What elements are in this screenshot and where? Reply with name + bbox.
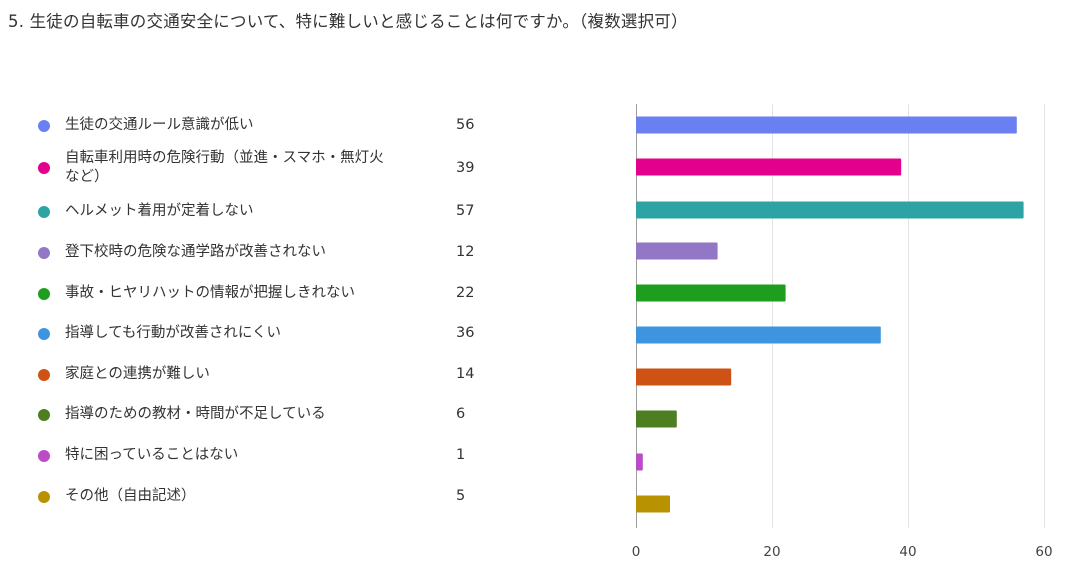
legend-item: 登下校時の危険な通学路が改善されない 12 — [38, 243, 488, 263]
bar — [636, 453, 643, 471]
legend-item: 自転車利用時の危険行動（並進・スマホ・無灯火など） 39 — [38, 149, 488, 189]
legend-count: 12 — [456, 244, 475, 260]
bar-layer — [636, 116, 1024, 513]
legend-dot — [38, 247, 50, 259]
question-title: 5. 生徒の自転車の交通安全について、特に難しいと感じることは何ですか。（複数選… — [8, 12, 688, 31]
x-tick-label: 20 — [763, 544, 780, 560]
legend-dot — [38, 450, 50, 462]
bar — [636, 368, 732, 386]
legend-count: 36 — [456, 325, 475, 341]
legend-count: 57 — [456, 203, 475, 219]
legend-count: 6 — [456, 406, 466, 422]
legend-label: ヘルメット着用が定着しない — [65, 203, 254, 219]
legend-label: 特に困っていることはない — [65, 447, 239, 463]
legend-dot — [38, 328, 50, 340]
bar — [636, 326, 881, 344]
legend-dot — [38, 288, 50, 300]
legend-item: 生徒の交通ルール意識が低い 56 — [38, 116, 488, 136]
bar — [636, 284, 786, 302]
legend-label: 登下校時の危険な通学路が改善されない — [65, 244, 326, 260]
bar — [636, 242, 718, 260]
legend-dot — [38, 162, 50, 174]
legend-dot — [38, 369, 50, 381]
legend-label: 家庭との連携が難しい — [65, 366, 210, 382]
legend-dot — [38, 206, 50, 218]
legend-count: 22 — [456, 285, 475, 301]
legend-count: 1 — [456, 447, 466, 463]
bar — [636, 201, 1024, 219]
legend-item: ヘルメット着用が定着しない 57 — [38, 202, 488, 222]
x-tick-label: 40 — [899, 544, 916, 560]
legend-label: 指導のための教材・時間が不足している — [65, 406, 326, 422]
legend-count: 14 — [456, 366, 475, 382]
legend-label: その他（自由記述） — [65, 488, 196, 504]
legend-item: 事故・ヒヤリハットの情報が把握しきれない 22 — [38, 284, 488, 304]
legend-item: 特に困っていることはない 1 — [38, 446, 488, 466]
bar — [636, 495, 670, 513]
legend-item: その他（自由記述） 5 — [38, 487, 488, 507]
legend-count: 39 — [456, 160, 475, 176]
legend: 生徒の交通ルール意識が低い 56 自転車利用時の危険行動（並進・スマホ・無灯火な… — [38, 116, 488, 507]
legend-count: 56 — [456, 117, 475, 133]
legend-item: 家庭との連携が難しい 14 — [38, 365, 488, 385]
tick-labels: 0 20 40 60 — [632, 544, 1053, 560]
legend-label: 生徒の交通ルール意識が低い — [65, 117, 254, 133]
legend-dot — [38, 409, 50, 421]
bar — [636, 158, 902, 176]
x-tick-label: 60 — [1035, 544, 1052, 560]
bar — [636, 410, 677, 428]
legend-count: 5 — [456, 488, 466, 504]
bar — [636, 116, 1017, 134]
legend-label: 自転車利用時の危険行動（並進・スマホ・無灯火など） — [65, 150, 384, 185]
legend-dot — [38, 491, 50, 503]
legend-dot — [38, 120, 50, 132]
x-tick-label: 0 — [632, 544, 641, 560]
legend-label: 事故・ヒヤリハットの情報が把握しきれない — [65, 285, 355, 301]
legend-item: 指導のための教材・時間が不足している 6 — [38, 405, 488, 425]
legend-item: 指導しても行動が改善されにくい 36 — [38, 324, 488, 344]
legend-label: 指導しても行動が改善されにくい — [65, 325, 282, 341]
